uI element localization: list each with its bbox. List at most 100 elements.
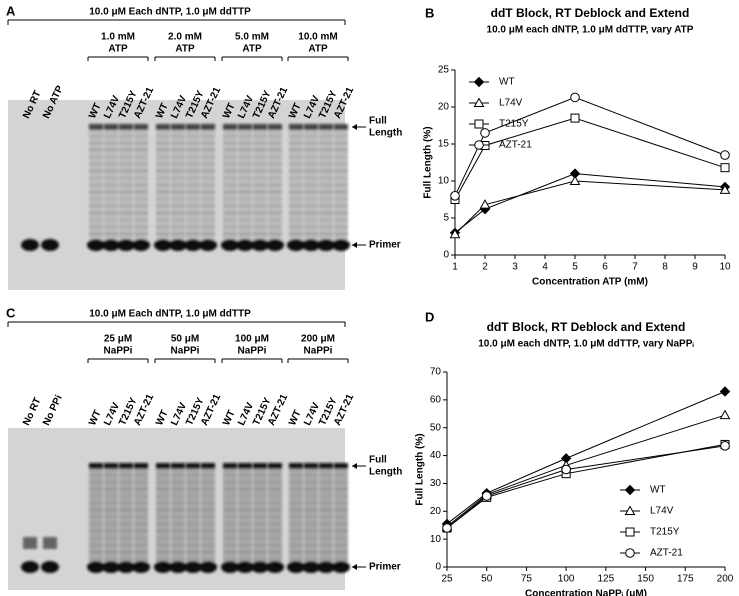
ladder-band <box>186 170 200 172</box>
ladder-band <box>134 474 148 476</box>
ladder-band <box>89 226 103 228</box>
lane-label: AZT-21 <box>132 392 156 427</box>
x-tick-label: 200 <box>717 574 734 585</box>
ladder-band <box>119 233 133 235</box>
primer-band <box>332 239 350 251</box>
ladder-band <box>223 205 237 207</box>
ladder-band <box>253 516 267 518</box>
ladder-band <box>268 537 282 539</box>
arrow-head <box>352 124 357 130</box>
ladder-band <box>171 530 185 532</box>
ladder-band <box>289 488 303 490</box>
ladder-band <box>201 142 215 144</box>
full-band <box>289 463 303 469</box>
ladder-band <box>171 177 185 179</box>
ladder-band <box>89 509 103 511</box>
ladder-band <box>238 502 252 504</box>
ladder-band <box>253 177 267 179</box>
ladder-band <box>289 481 303 483</box>
legend-label: T215Y <box>499 119 529 130</box>
ladder-band <box>238 219 252 221</box>
legend-marker <box>473 97 485 107</box>
panel-letter: B <box>425 5 434 20</box>
ladder-band <box>319 523 333 525</box>
primer-band <box>287 561 305 573</box>
ladder-band <box>334 516 348 518</box>
ladder-band <box>104 170 118 172</box>
full-band <box>171 124 185 130</box>
ladder-band <box>186 198 200 200</box>
ladder-band <box>304 212 318 214</box>
series-line <box>446 391 726 525</box>
ladder-band <box>319 530 333 532</box>
primer-band <box>132 561 150 573</box>
ladder-band <box>89 177 103 179</box>
ladder-band <box>289 537 303 539</box>
primer-band <box>251 561 269 573</box>
ladder-band <box>156 551 170 553</box>
primer-band <box>236 239 254 251</box>
ladder-band <box>156 226 170 228</box>
x-tick-label: 5 <box>572 262 578 273</box>
y-tick-label: 50 <box>430 422 442 433</box>
ladder-band <box>253 523 267 525</box>
ladder-band <box>104 488 118 490</box>
marker <box>719 409 731 420</box>
ladder-band <box>119 163 133 165</box>
ladder-band <box>304 149 318 151</box>
ladder-band <box>289 551 303 553</box>
legend-symbol <box>474 119 484 129</box>
ladder-band <box>238 149 252 151</box>
ladder-band <box>289 142 303 144</box>
legend-marker <box>624 505 636 515</box>
ladder-band <box>223 198 237 200</box>
ladder-band <box>134 135 148 137</box>
x-tick-label: 2 <box>482 262 488 273</box>
primer-band <box>117 561 135 573</box>
ladder-band <box>119 544 133 546</box>
y-axis-label: Full Length (%) <box>415 433 426 505</box>
arrow-head <box>352 463 357 469</box>
group-label: NaPPi <box>304 346 333 357</box>
full-band <box>238 463 252 469</box>
ladder-band <box>186 205 200 207</box>
primer-band <box>102 239 120 251</box>
ladder-band <box>253 156 267 158</box>
ladder-band <box>186 233 200 235</box>
ladder-band <box>186 509 200 511</box>
ladder-band <box>201 177 215 179</box>
ladder-band <box>89 170 103 172</box>
full-band <box>171 463 185 469</box>
ladder-band <box>289 163 303 165</box>
lane-label: WT <box>221 409 238 428</box>
ladder-band <box>89 212 103 214</box>
ladder-band <box>334 481 348 483</box>
legend-marker <box>625 548 635 558</box>
ladder-band <box>319 544 333 546</box>
ladder-band <box>304 516 318 518</box>
ladder-band <box>156 135 170 137</box>
group-label: ATP <box>308 44 328 55</box>
primer-band <box>21 239 39 251</box>
primer-band <box>266 239 284 251</box>
ladder-band <box>89 142 103 144</box>
ladder-band <box>119 219 133 221</box>
ladder-band <box>304 523 318 525</box>
ladder-band <box>119 135 133 137</box>
ladder-band <box>319 184 333 186</box>
ladder-band <box>119 226 133 228</box>
marker <box>450 191 460 201</box>
ladder-band <box>238 226 252 228</box>
ladder-band <box>289 516 303 518</box>
x-tick-label: 175 <box>677 574 694 585</box>
ladder-band <box>238 495 252 497</box>
group-label: 2.0 mM <box>168 32 202 43</box>
ladder-band <box>253 149 267 151</box>
chart-subtitle: 10.0 μM each dNTP, 1.0 μM ddTTP, vary AT… <box>487 25 694 36</box>
ladder-band <box>253 135 267 137</box>
ladder-band <box>319 481 333 483</box>
ladder-band <box>319 177 333 179</box>
ladder-band <box>238 474 252 476</box>
ladder-band <box>289 149 303 151</box>
full-band <box>238 124 252 130</box>
